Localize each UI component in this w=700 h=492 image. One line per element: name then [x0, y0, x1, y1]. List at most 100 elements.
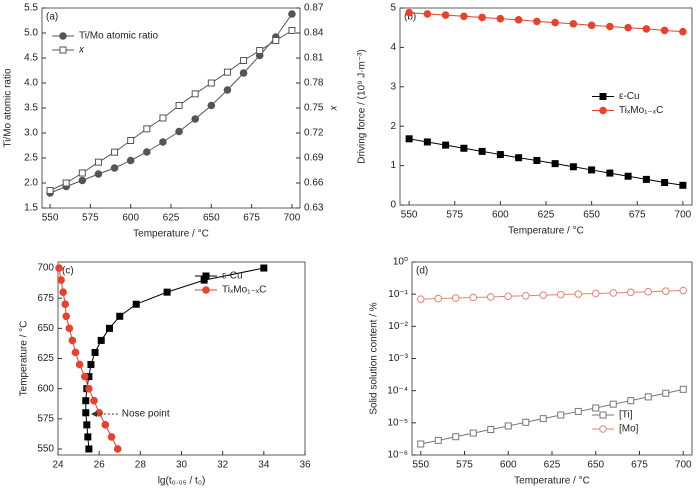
- data-point: [68, 336, 77, 345]
- data-point: [159, 114, 167, 122]
- data-point: [272, 37, 280, 44]
- data-point: [606, 22, 614, 31]
- data-point: [556, 290, 565, 299]
- data-point: [591, 289, 600, 298]
- data-point: [469, 429, 477, 437]
- data-point: [423, 10, 432, 18]
- data-point: [504, 292, 513, 301]
- data-point: [191, 90, 199, 98]
- y2-tick-label: 0.63: [304, 203, 324, 214]
- data-point: [574, 290, 583, 298]
- data-point: [239, 69, 248, 77]
- x-tick-label: 625: [163, 213, 180, 224]
- data-point: [107, 433, 116, 441]
- data-point: [61, 300, 70, 309]
- series-line: [409, 12, 683, 33]
- y-tick-label: 5.5: [24, 3, 38, 14]
- data-point: [116, 312, 124, 320]
- data-point: [434, 436, 442, 444]
- data-point: [642, 175, 650, 183]
- data-point: [62, 312, 71, 321]
- data-point: [569, 163, 577, 171]
- x-tick-label: 700: [675, 210, 692, 221]
- data-point: [557, 411, 565, 419]
- x-tick-label: 550: [42, 213, 59, 224]
- data-point: [94, 170, 103, 178]
- x-axis-label: Temperature / °C: [133, 229, 209, 240]
- y-tick-label: 10⁻⁴: [387, 385, 408, 396]
- x-tick-label: 575: [446, 210, 463, 221]
- data-point: [207, 101, 216, 110]
- data-point: [587, 21, 596, 30]
- data-point: [223, 68, 231, 76]
- y2-axis-label: x: [329, 105, 340, 112]
- series-line: [49, 30, 293, 191]
- x-tick-label: 650: [587, 460, 604, 471]
- y-tick-label: 1: [390, 160, 396, 171]
- data-point: [405, 135, 413, 143]
- data-point: [240, 57, 248, 64]
- data-point: [679, 181, 687, 189]
- panel-label: (d): [416, 266, 428, 277]
- data-point: [65, 324, 74, 333]
- x-axis-label: Temperature / °C: [508, 226, 584, 237]
- data-point: [105, 324, 113, 332]
- y-tick-label: 625: [37, 353, 54, 364]
- y-tick-label: 5.0: [24, 28, 38, 39]
- data-point: [132, 300, 140, 308]
- data-point: [288, 27, 296, 34]
- x-tick-label: 575: [456, 460, 473, 471]
- data-point: [80, 372, 89, 381]
- y-tick-label: 10⁻²: [388, 321, 408, 332]
- panel-label: (b): [404, 12, 416, 23]
- data-point: [486, 293, 495, 301]
- data-point: [434, 294, 443, 303]
- data-point: [71, 348, 80, 357]
- legend-marker: [599, 93, 607, 100]
- y-tick-label: 550: [37, 444, 54, 455]
- data-point: [644, 287, 653, 296]
- data-point: [551, 18, 559, 27]
- x-tick-label: 675: [629, 210, 646, 221]
- data-point: [260, 264, 268, 272]
- data-point: [521, 291, 530, 300]
- y-tick-label: 675: [37, 293, 54, 304]
- x-tick-label: 650: [203, 213, 220, 224]
- data-point: [569, 19, 578, 28]
- series-line: [420, 388, 684, 445]
- data-point: [143, 148, 151, 156]
- data-point: [442, 141, 450, 149]
- x-tick-label: 30: [176, 460, 188, 471]
- data-point: [452, 433, 460, 441]
- series-line: [420, 290, 684, 300]
- data-point: [451, 294, 460, 302]
- y-tick-label: 2.5: [24, 153, 38, 164]
- data-point: [127, 137, 135, 144]
- y2-tick-label: 0.66: [304, 178, 324, 189]
- data-point: [609, 400, 617, 408]
- arrow-head: [90, 410, 97, 417]
- data-point: [478, 147, 486, 155]
- legend-label: TiₓMo₁₋ₓC: [222, 285, 266, 296]
- legend-marker: [599, 425, 607, 433]
- y-tick-label: 10⁻⁶: [387, 450, 408, 461]
- data-point: [85, 384, 93, 393]
- legend-marker: [599, 106, 607, 115]
- legend-label: [Ti]: [619, 410, 633, 421]
- legend-label: ε-Cu: [222, 271, 243, 282]
- y2-tick-label: 0.75: [304, 103, 324, 114]
- data-point: [574, 407, 582, 415]
- data-point: [223, 86, 232, 94]
- x-tick-label: 32: [217, 460, 229, 471]
- data-point: [504, 422, 512, 430]
- y2-tick-label: 0.84: [304, 28, 324, 39]
- y-tick-label: 1.5: [24, 203, 38, 214]
- y2-tick-label: 0.69: [304, 153, 324, 164]
- y-axis-label: Driving force / (10⁹ J·m⁻³): [357, 49, 368, 164]
- panel-label: (c): [62, 266, 74, 277]
- y-tick-label: 0: [390, 200, 396, 211]
- data-point: [62, 179, 70, 187]
- y-tick-label: 4: [390, 42, 396, 53]
- data-point: [101, 421, 110, 429]
